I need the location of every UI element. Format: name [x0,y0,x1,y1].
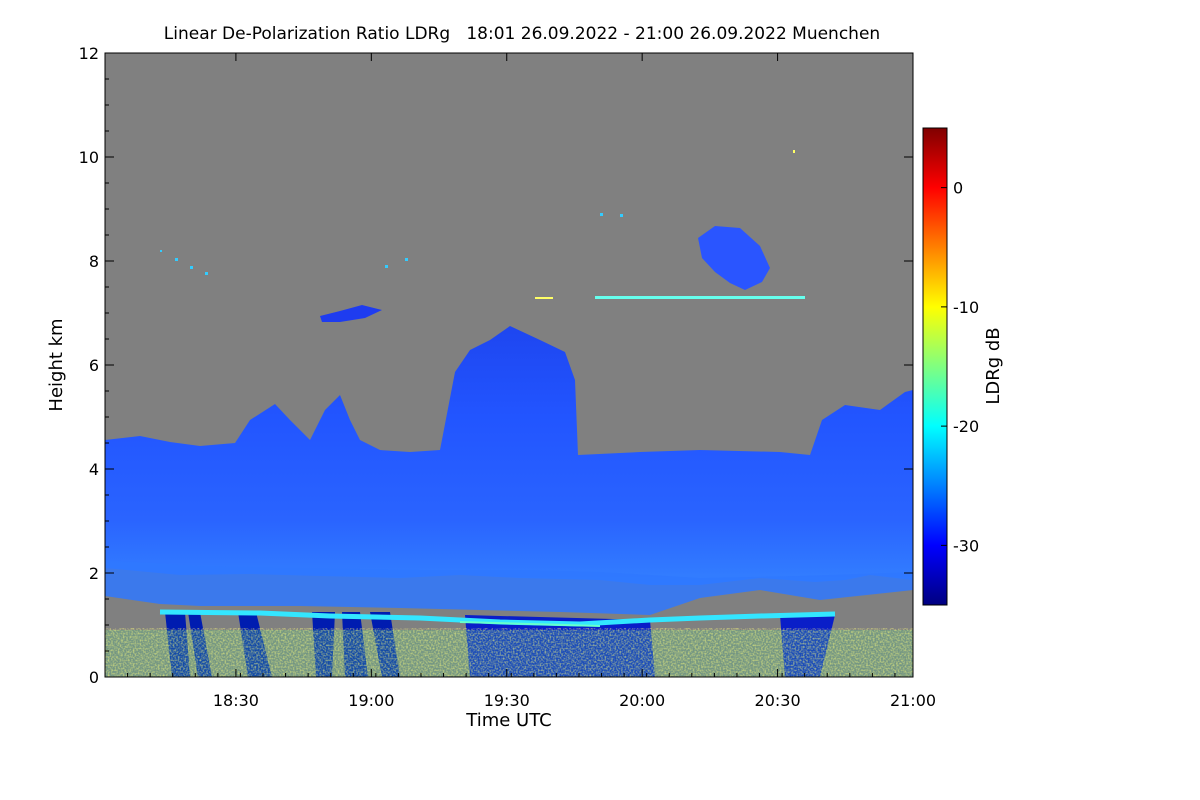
boundary-layer-speckle [105,628,913,677]
colorbar-tick-label: 0 [953,179,963,198]
upper-cloud-patch [698,226,770,290]
plot-area [105,53,913,677]
y-tick-label: 8 [89,252,99,271]
y-axis: 0 2 4 6 8 10 12 [79,44,913,687]
colorbar-ticks: 0 -10 -20 -30 [941,179,979,555]
colorbar-tick-label: -10 [953,298,979,317]
colorbar-label: LDRg dB [983,327,1004,404]
thin-cirrus-line-left [535,297,553,299]
x-tick-label: 20:30 [755,691,801,710]
colorbar-tick-label: -20 [953,417,979,436]
x-axis: 18:30 19:00 19:30 20:00 20:30 21:00 [104,53,936,710]
x-tick-label: 21:00 [890,691,936,710]
main-cloud-layer [105,326,913,585]
y-tick-label: 2 [89,564,99,583]
x-tick-label: 19:30 [484,691,530,710]
chart-title: Linear De-Polarization Ratio LDRg 18:01 … [164,24,880,44]
x-tick-label: 19:00 [348,691,394,710]
x-tick-label: 20:00 [619,691,665,710]
y-tick-label: 0 [89,668,99,687]
bright-line [159,609,836,627]
x-axis-label: Time UTC [465,710,551,731]
colorbar-tick-label: -30 [953,536,979,555]
thin-cirrus-line [595,296,805,299]
cloud-base-band [105,560,913,615]
y-axis-label: Height km [46,318,67,411]
colorbar [922,127,948,606]
bright-line-highlight [459,621,601,627]
y-tick-label: 6 [89,356,99,375]
y-tick-label: 4 [89,460,99,479]
mid-cloud-patch [320,305,382,322]
sparse-echoes [160,150,795,275]
x-tick-label: 18:30 [213,691,259,710]
y-tick-label: 10 [79,148,99,167]
y-tick-label: 12 [79,44,99,63]
